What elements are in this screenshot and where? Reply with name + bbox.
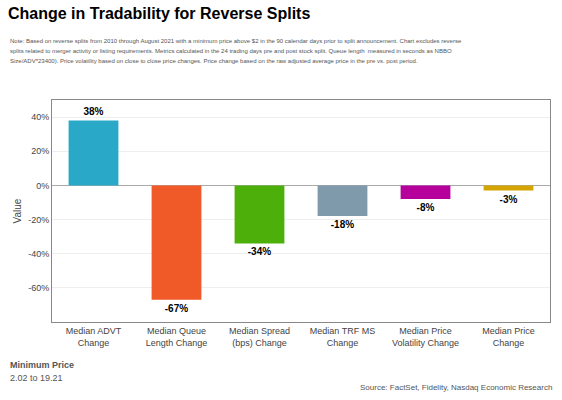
svg-text:2.02 to 19.21: 2.02 to 19.21 [10,373,63,383]
svg-text:-40%: -40% [28,249,49,259]
svg-text:Median ADVTChange: Median ADVTChange [66,326,122,348]
svg-text:Median PriceChange: Median PriceChange [482,326,535,348]
svg-text:splits related to merger activ: splits related to merger activity or lis… [10,48,452,54]
svg-text:-60%: -60% [28,283,49,293]
svg-text:Median PriceVolatility Change: Median PriceVolatility Change [392,326,459,348]
svg-text:-8%: -8% [417,202,435,213]
svg-text:Median TRF MSChange: Median TRF MSChange [310,326,375,348]
svg-text:Size/ADV*23400). Price volatil: Size/ADV*23400). Price volatility based … [10,58,418,64]
svg-text:-18%: -18% [331,219,354,230]
svg-text:-67%: -67% [165,303,188,314]
svg-text:Source: FactSet, Fidelity, Nas: Source: FactSet, Fidelity, Nasdaq Econom… [360,383,552,392]
svg-text:Change in Tradability for Reve: Change in Tradability for Reverse Splits [8,5,310,22]
svg-text:38%: 38% [83,106,103,117]
svg-text:Median Spread(bps) Change: Median Spread(bps) Change [229,326,290,348]
svg-text:Value: Value [12,198,23,223]
svg-text:Median QueueLength Change: Median QueueLength Change [146,326,208,348]
svg-text:40%: 40% [31,112,49,122]
svg-text:0%: 0% [36,181,49,191]
svg-text:-3%: -3% [500,194,518,205]
svg-text:-34%: -34% [248,246,271,257]
svg-text:20%: 20% [31,146,49,156]
svg-text:-20%: -20% [28,215,49,225]
svg-text:Note: Based on reverse splits: Note: Based on reverse splits from 2010 … [10,38,462,44]
svg-text:Minimum Price: Minimum Price [10,360,74,370]
